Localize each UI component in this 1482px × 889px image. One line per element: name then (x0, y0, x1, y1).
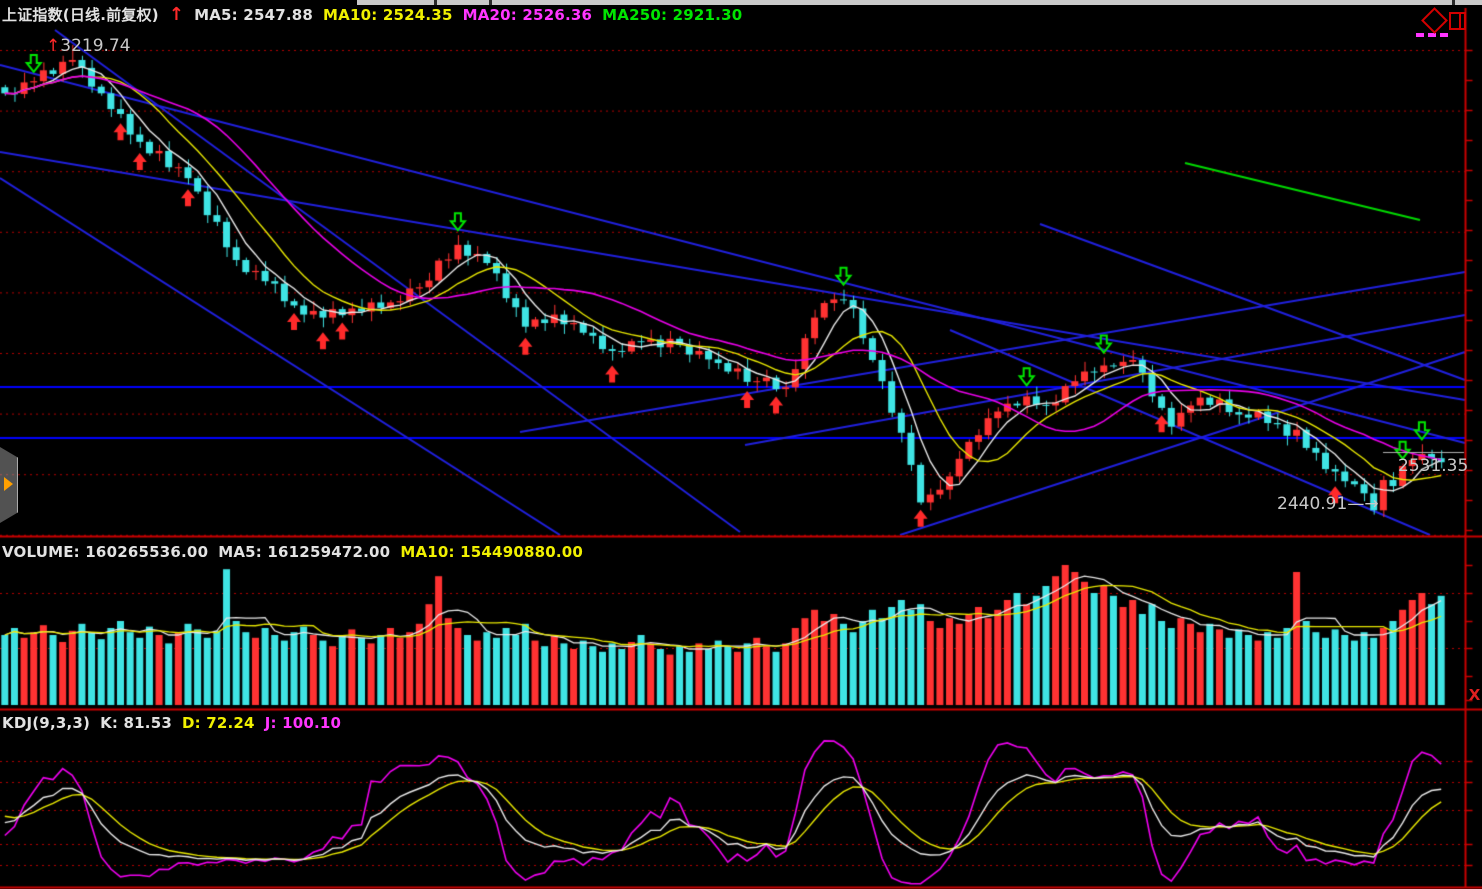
volume-ma10: MA10: 154490880.00 (400, 543, 584, 561)
play-arrow-icon (4, 477, 13, 491)
volume-value: VOLUME: 160265536.00 (2, 543, 209, 561)
kdj-j-value: J: 100.10 (264, 714, 342, 732)
window-split-icon[interactable] (1449, 12, 1466, 30)
low-price-marker: 2440.91—→ (1277, 494, 1379, 514)
kdj-pane-header: KDJ(9,3,3) K: 81.53 D: 72.24 J: 100.10 (2, 714, 341, 732)
ma250-legend: MA250: 2921.30 (602, 5, 743, 24)
up-arrow-icon: ↑ (168, 4, 185, 25)
high-marker-arrow-icon: ↑ (46, 36, 61, 56)
kdj-d-value: D: 72.24 (181, 714, 255, 732)
volume-ma5: MA5: 161259472.00 (218, 543, 391, 561)
sliver-notch (1452, 0, 1455, 5)
ma20-legend: MA20: 2526.36 (462, 5, 593, 24)
sliver-notch (434, 0, 437, 5)
main-chart-header: 上证指数(日线.前复权) ↑ MA5: 2547.88 MA10: 2524.3… (2, 4, 742, 25)
magenta-dashes-icon (1416, 33, 1448, 37)
ma5-legend: MA5: 2547.88 (194, 5, 314, 24)
sidebar-expand-tab[interactable] (0, 447, 18, 523)
instrument-title: 上证指数(日线.前复权) (2, 6, 159, 24)
sliver-notch (489, 0, 492, 5)
close-icon[interactable]: X (1468, 686, 1481, 704)
low-marker-arrow-icon: —→ (1347, 494, 1379, 514)
volume-pane-header: VOLUME: 160265536.00 MA5: 161259472.00 M… (2, 543, 583, 561)
last-price-label: 2531.35 (1398, 456, 1469, 476)
ma10-legend: MA10: 2524.35 (323, 5, 453, 24)
kdj-name: KDJ(9,3,3) (2, 714, 91, 732)
high-price-marker: ↑3219.74 (46, 36, 131, 56)
top-window-sliver (357, 0, 1482, 5)
kdj-k-value: K: 81.53 (100, 714, 172, 732)
